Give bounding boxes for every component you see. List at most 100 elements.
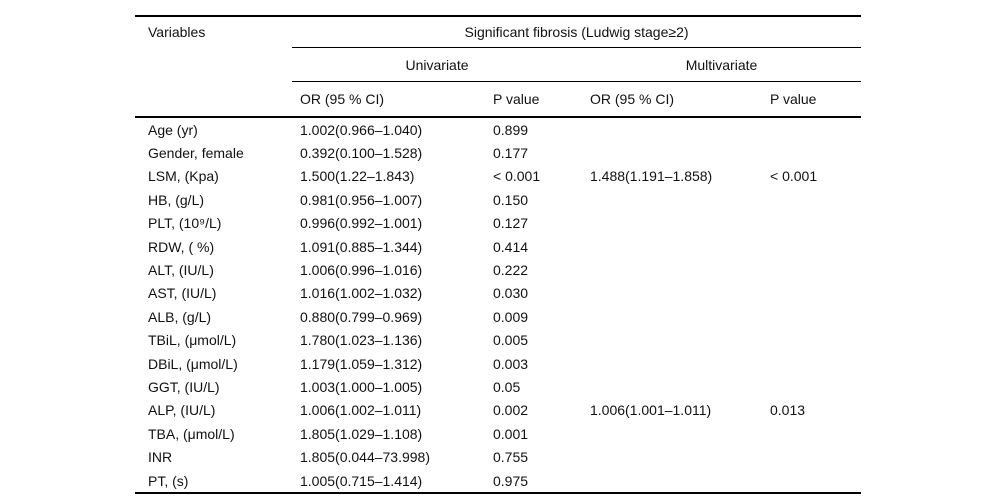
- multivariate-or-value: [582, 282, 762, 305]
- column-header-row: OR (95 % CI) P value OR (95 % CI) P valu…: [135, 81, 862, 118]
- univariate-p-value: 0.05: [493, 378, 521, 395]
- table-row: Gender, female 0.392(0.100–1.528) 0.177: [135, 141, 861, 164]
- table-row: INR 1.805(0.044–73.998) 0.755: [135, 445, 861, 468]
- variable-label: GGT, (IU/L): [148, 378, 220, 395]
- table-row: LSM, (Kpa) 1.500(1.22–1.843) < 0.001 1.488(…: [135, 165, 861, 188]
- multivariate-p-value: [762, 212, 861, 235]
- multivariate-header: Multivariate: [582, 47, 862, 82]
- variables-column-header: Variables: [148, 24, 206, 41]
- multivariate-p-value: [762, 235, 861, 258]
- univariate-p-value: 0.755: [493, 449, 529, 466]
- empty-header-cell: [135, 81, 292, 118]
- univariate-p-value: 0.003: [493, 355, 529, 372]
- univariate-p-value: 0.030: [493, 285, 529, 302]
- multivariate-or-value: [582, 117, 762, 141]
- multivariate-p-value: [762, 258, 861, 281]
- univariate-p-value: 0.150: [493, 191, 529, 208]
- table-row: RDW, ( %) 1.091(0.885–1.344) 0.414: [135, 235, 861, 258]
- multivariate-or-value: [582, 188, 762, 211]
- multivariate-or-value: [582, 329, 762, 352]
- univariate-or-value: 0.981(0.956–1.007): [300, 191, 423, 208]
- univariate-or-header: OR (95 % CI): [292, 81, 485, 118]
- table-row: ALP, (IU/L) 1.006(1.002–1.011) 0.002 1.006(…: [135, 399, 861, 422]
- variable-label: TBiL, (μmol/L): [148, 332, 237, 349]
- multivariate-or-value: [582, 469, 762, 493]
- table-row: HB, (g/L) 0.981(0.956–1.007) 0.150: [135, 188, 861, 211]
- variable-label: HB, (g/L): [148, 191, 205, 208]
- univariate-p-value: 0.414: [493, 238, 529, 255]
- univariate-or-value: 1.805(0.044–73.998): [300, 449, 430, 466]
- multivariate-p-value: [762, 469, 861, 493]
- variable-label: PLT, (10⁹/L): [148, 215, 222, 232]
- table-row: PLT, (10⁹/L) 0.996(0.992–1.001) 0.127: [135, 212, 861, 235]
- variable-label: DBiL, (μmol/L): [148, 355, 238, 372]
- univariate-or-value: 0.996(0.992–1.001): [300, 215, 423, 232]
- multivariate-or-value: 1.006(1.001–1.011): [590, 402, 712, 419]
- multivariate-p-value: [762, 445, 861, 468]
- multivariate-p-value: [762, 352, 861, 375]
- multivariate-or-value: [582, 422, 762, 445]
- regression-results-table-container: Variables Significant fibrosis (Ludwig s…: [135, 15, 862, 495]
- variable-label: TBA, (μmol/L): [148, 425, 235, 442]
- univariate-p-value: 0.127: [493, 215, 529, 232]
- multivariate-or-value: [582, 375, 762, 398]
- univariate-or-value: 1.500(1.22–1.843): [300, 168, 415, 185]
- univariate-or-value: 1.805(1.029–1.108): [300, 425, 423, 442]
- univariate-or-value: 1.091(0.885–1.344): [300, 238, 423, 255]
- univariate-p-header: P value: [485, 81, 582, 118]
- variable-label: AST, (IU/L): [148, 285, 217, 302]
- univariate-or-value: 1.016(1.002–1.032): [300, 285, 423, 302]
- univariate-p-value: 0.002: [493, 402, 529, 419]
- multivariate-or-value: [582, 445, 762, 468]
- univariate-or-value: 1.780(1.023–1.136): [300, 332, 423, 349]
- univariate-or-value: 1.002(0.966–1.040): [300, 121, 423, 138]
- univariate-header: Univariate: [292, 47, 582, 82]
- multivariate-or-value: [582, 352, 762, 375]
- multivariate-p-value: < 0.001: [770, 168, 818, 185]
- variable-label: Gender, female: [148, 145, 244, 162]
- univariate-or-value: 1.003(1.000–1.005): [300, 378, 423, 395]
- multivariate-p-value: [762, 305, 861, 328]
- multivariate-or-value: [582, 141, 762, 164]
- table-body: Age (yr) 1.002(0.966–1.040) 0.899 Gender, f…: [135, 117, 861, 493]
- significant-fibrosis-group-header: Significant fibrosis (Ludwig stage≥2): [292, 16, 862, 48]
- univariate-p-value: 0.222: [493, 262, 529, 279]
- variable-label: ALP, (IU/L): [148, 402, 216, 419]
- univariate-or-value: 0.392(0.100–1.528): [300, 145, 423, 162]
- multivariate-p-value: 0.013: [770, 402, 806, 419]
- table-row: PT, (s) 1.005(0.715–1.414) 0.975: [135, 469, 861, 493]
- table-row: GGT, (IU/L) 1.003(1.000–1.005) 0.05: [135, 375, 861, 398]
- univariate-or-value: 0.880(0.799–0.969): [300, 308, 423, 325]
- multivariate-or-value: [582, 212, 762, 235]
- multivariate-p-value: [762, 329, 861, 352]
- multivariate-p-value: [762, 375, 861, 398]
- variable-label: PT, (s): [148, 472, 189, 489]
- multivariate-p-value: [762, 188, 861, 211]
- univariate-p-value: 0.005: [493, 332, 529, 349]
- table-row: ALT, (IU/L) 1.006(0.996–1.016) 0.222: [135, 258, 861, 281]
- variable-label: LSM, (Kpa): [148, 168, 219, 185]
- multivariate-or-value: [582, 235, 762, 258]
- table-row: Age (yr) 1.002(0.966–1.040) 0.899: [135, 117, 861, 141]
- univariate-p-value: 0.001: [493, 425, 529, 442]
- variable-label: ALB, (g/L): [148, 308, 212, 325]
- multivariate-or-value: [582, 258, 762, 281]
- group-header-row: Variables Significant fibrosis (Ludwig s…: [135, 16, 862, 48]
- table-row: DBiL, (μmol/L) 1.179(1.059–1.312) 0.003: [135, 352, 861, 375]
- multivariate-or-header: OR (95 % CI): [582, 81, 762, 118]
- univariate-p-value: 0.177: [493, 145, 529, 162]
- multivariate-or-value: [582, 305, 762, 328]
- univariate-or-value: 1.179(1.059–1.312): [300, 355, 423, 372]
- table-row: AST, (IU/L) 1.016(1.002–1.032) 0.030: [135, 282, 861, 305]
- univariate-p-value: 0.899: [493, 121, 529, 138]
- regression-results-table: Variables Significant fibrosis (Ludwig s…: [135, 15, 862, 495]
- variable-label: INR: [148, 449, 173, 466]
- univariate-p-value: < 0.001: [493, 168, 541, 185]
- table-row: TBA, (μmol/L) 1.805(1.029–1.108) 0.001: [135, 422, 861, 445]
- univariate-p-value: 0.009: [493, 308, 529, 325]
- table-row: ALB, (g/L) 0.880(0.799–0.969) 0.009: [135, 305, 861, 328]
- variable-label: Age (yr): [148, 121, 198, 138]
- univariate-or-value: 1.006(0.996–1.016): [300, 262, 423, 279]
- empty-header-cell: [135, 48, 292, 82]
- univariate-p-value: 0.975: [493, 472, 529, 489]
